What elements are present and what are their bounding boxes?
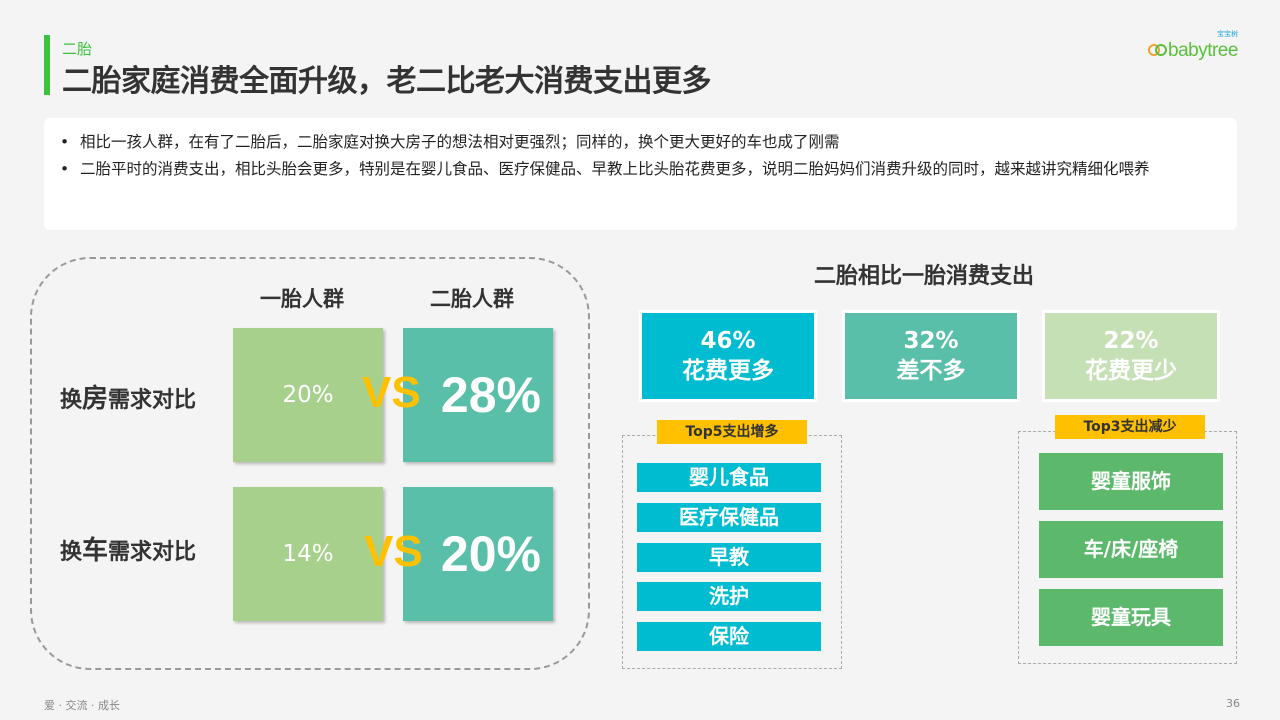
vs-label: VS (364, 527, 423, 576)
top5-item: 早教 (637, 543, 821, 572)
col-header-first: 一胎人群 (260, 287, 344, 311)
card-spend-less: 22% 花费更少 (1042, 310, 1220, 402)
logo-text: babytree (1168, 40, 1238, 61)
top3-item: 婴童玩具 (1039, 589, 1223, 646)
top3-item: 婴童服饰 (1039, 453, 1223, 510)
row-label-car: 换车需求对比 (60, 536, 197, 566)
row-label-house: 换房需求对比 (60, 384, 197, 414)
top5-item: 洗护 (637, 582, 821, 611)
top5-item: 保险 (637, 622, 821, 651)
bullet-item: 二胎平时的消费支出，相比头胎会更多，特别是在婴儿食品、医疗保健品、早教上比头胎花… (58, 159, 1217, 180)
logo-cn: 宝宝树 (1216, 30, 1238, 38)
card-same: 32% 差不多 (842, 310, 1020, 402)
col-header-second: 二胎人群 (430, 287, 514, 311)
top5-item: 婴儿食品 (637, 463, 821, 492)
top5-tag: Top5支出增多 (657, 420, 807, 444)
logo-icon (1148, 44, 1167, 56)
page-number: 36 (1226, 697, 1240, 710)
compare-panel (30, 257, 590, 670)
bullet-item: 相比一孩人群，在有了二胎后，二胎家庭对换大房子的想法相对更强烈；同样的，换个更大… (58, 132, 1217, 153)
title-accent-bar (44, 35, 50, 95)
top5-item: 医疗保健品 (637, 503, 821, 532)
footer-slogan: 爱 · 交流 · 成长 (44, 699, 120, 712)
first-child-car-value: 14% (233, 487, 383, 621)
second-child-house-value: 28% (403, 328, 553, 462)
second-child-car-value: 20% (403, 487, 553, 621)
section-label: 二胎 (62, 40, 93, 58)
logo: babytree 宝宝树 (1148, 30, 1238, 61)
summary-bullets: 相比一孩人群，在有了二胎后，二胎家庭对换大房子的想法相对更强烈；同样的，换个更大… (44, 118, 1237, 230)
top3-item: 车/床/座椅 (1039, 521, 1223, 578)
vs-label: VS (362, 368, 421, 417)
first-child-house-value: 20% (233, 328, 383, 462)
card-spend-more: 46% 花费更多 (639, 310, 817, 402)
spending-title: 二胎相比一胎消费支出 (814, 264, 1035, 289)
top3-tag: Top3支出减少 (1055, 415, 1205, 439)
page-title: 二胎家庭消费全面升级，老二比老大消费支出更多 (62, 64, 712, 99)
